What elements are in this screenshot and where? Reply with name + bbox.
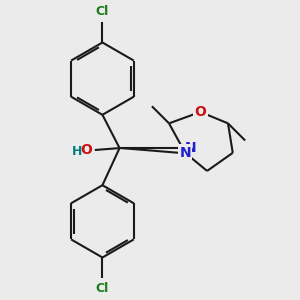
Text: Cl: Cl — [96, 282, 109, 295]
Text: O: O — [80, 143, 92, 157]
Text: Cl: Cl — [96, 5, 109, 18]
Text: N: N — [185, 141, 197, 155]
Text: N: N — [179, 146, 191, 160]
Text: O: O — [194, 105, 206, 119]
Text: H: H — [72, 146, 83, 158]
